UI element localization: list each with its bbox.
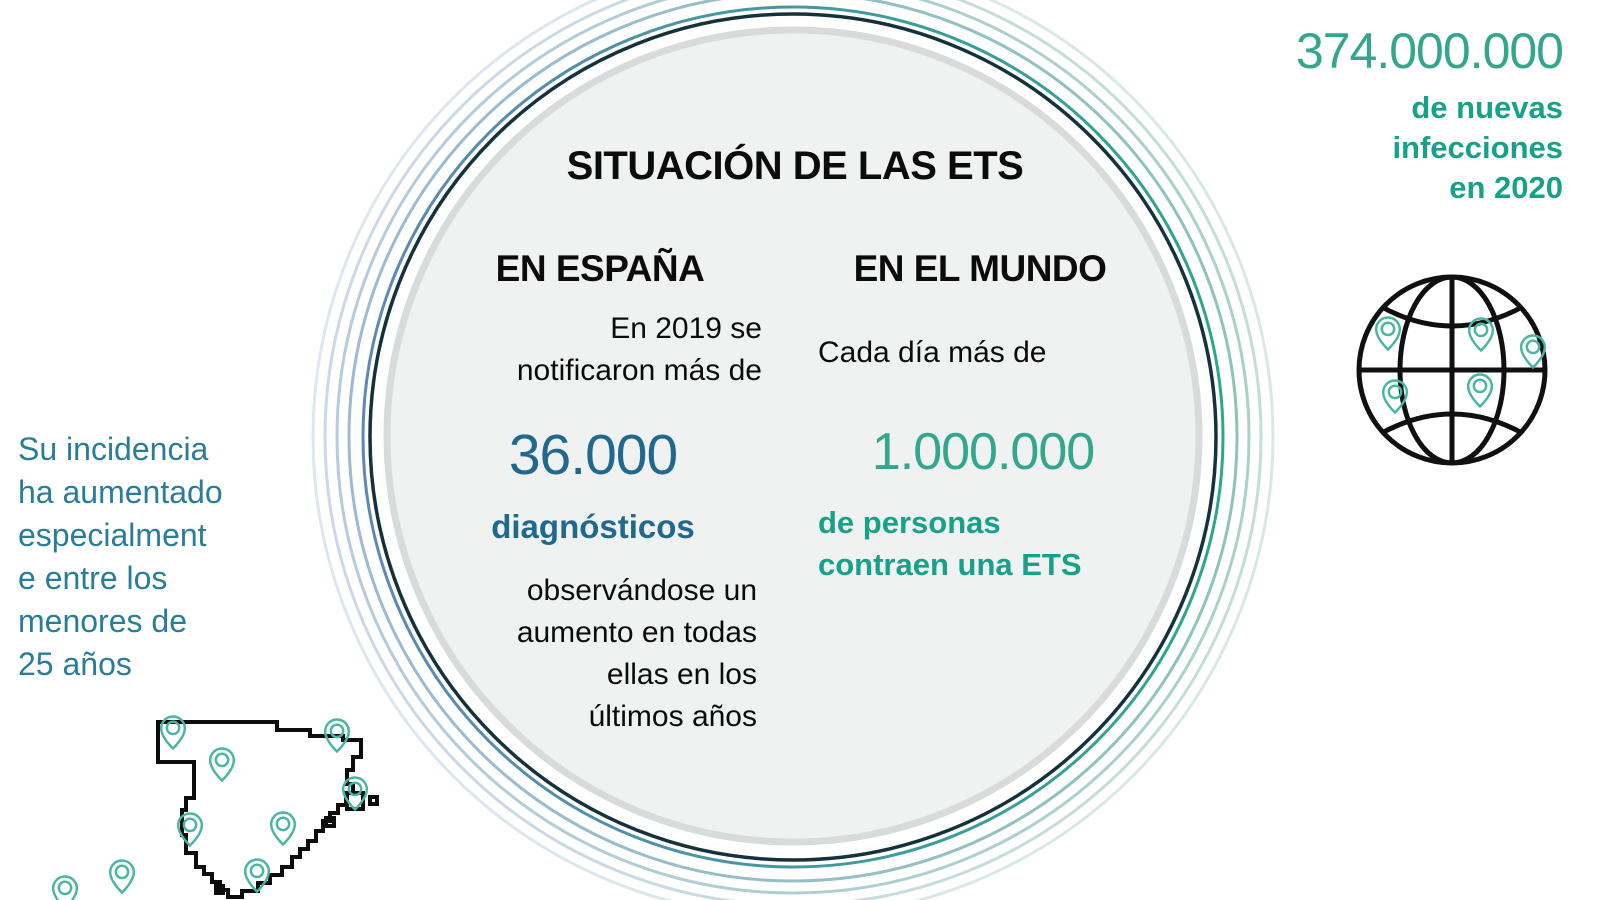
spain-note-line: aumento en todas (516, 616, 757, 649)
spain-note: observándose un aumento en todas ellas e… (517, 570, 757, 738)
location-pin-icon (208, 747, 236, 782)
side-note: Su incidencia ha aumentado especialment … (18, 428, 223, 686)
outer-ring-1 (347, 0, 1239, 883)
side-note-line: 25 años (18, 646, 132, 682)
world-label-line: contraen una ETS (818, 547, 1082, 582)
spain-note-line: últimos años (588, 700, 757, 733)
accent-ring (361, 5, 1225, 869)
spain-intro-line: En 2019 se (610, 312, 762, 345)
side-note-line: ha aumentado (18, 474, 223, 510)
world-intro: Cada día más de (818, 336, 1047, 369)
page-title: SITUACIÓN DE LAS ETS (566, 144, 1024, 188)
navy-ring (368, 12, 1218, 862)
world-label-line: de personas (818, 505, 1001, 540)
location-pin-icon (108, 859, 136, 894)
globe-latitude-top (1378, 303, 1526, 329)
global-stat-label: de nuevas infecciones en 2020 (1392, 88, 1563, 208)
spain-intro: En 2019 se notificaron más de (517, 308, 762, 392)
global-stat-label-line: infecciones (1392, 130, 1563, 165)
spain-number-label: diagnósticos (491, 508, 695, 545)
outer-ring-2 (335, 0, 1251, 895)
globe-latitude-bottom (1378, 411, 1526, 437)
world-number: 1.000.000 (871, 423, 1095, 481)
location-pin-icon (159, 715, 187, 750)
spain-number: 36.000 (508, 423, 678, 487)
location-pin-icon (269, 811, 297, 846)
spain-pixel-map-with-location-pins (51, 715, 379, 900)
world-heading: EN EL MUNDO (853, 248, 1107, 289)
spain-outline (156, 720, 363, 899)
side-note-line: menores de (18, 603, 187, 639)
location-pin-icon (1467, 317, 1495, 352)
island-menorca (368, 795, 379, 806)
side-note-line: Su incidencia (18, 431, 209, 467)
side-note-line: especialment (18, 517, 207, 553)
island-south (214, 884, 225, 895)
island-ibiza (324, 816, 336, 828)
side-note-line: e entre los (18, 560, 168, 596)
global-stat-number: 374.000.000 (1295, 23, 1564, 79)
location-pin-icon (1466, 373, 1494, 408)
world-number-label: de personas contraen una ETS (818, 502, 1082, 586)
global-stat-label-line: en 2020 (1449, 170, 1563, 205)
spain-intro-line: notificaron más de (516, 354, 762, 387)
central-disc (383, 26, 1203, 846)
spain-note-line: ellas en los (606, 658, 757, 691)
location-pin-icon (1374, 316, 1402, 351)
globe-meridian-ellipse (1397, 274, 1507, 466)
spain-note-line: observándose un (526, 574, 757, 607)
outer-ring-4 (311, 0, 1275, 900)
outer-ring-3 (323, 0, 1263, 900)
spain-heading: EN ESPAÑA (495, 248, 705, 289)
location-pin-icon (51, 875, 79, 900)
globe-with-location-pins-icon (1356, 274, 1548, 466)
global-stat-label-line: de nuevas (1411, 90, 1563, 125)
